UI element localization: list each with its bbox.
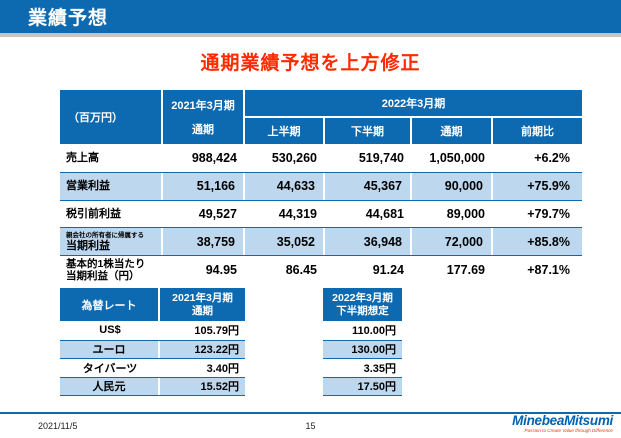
footer-date: 2021/11/5 <box>38 421 78 431</box>
subheader-yoy: 前期比 <box>493 118 582 144</box>
fx-row-rmb-2022: 17.50円 <box>323 376 402 395</box>
value-h2: 45,367 <box>325 172 412 200</box>
currency-label: US$ <box>99 324 121 337</box>
rate-fy2021: 15.52円 <box>200 381 239 394</box>
value-h1: 530,260 <box>271 150 317 165</box>
footer-divider <box>0 412 621 414</box>
table-row-net-sales: 売上高 988,424 530,260 519,740 1,050,000 +6… <box>60 144 582 172</box>
subheader-first-half: 上半期 <box>245 118 325 144</box>
rate-fy2021: 105.79円 <box>194 325 239 338</box>
rate-fy2021: 123.22円 <box>194 344 239 357</box>
value-yoy: +6.2% <box>534 150 570 165</box>
fx-row-usd: US$ 105.79円 <box>60 321 245 340</box>
fx-row-rmb: 人民元 15.52円 <box>60 376 245 395</box>
subheader-full-year: 通期 <box>412 118 493 144</box>
currency-label: タイバーツ <box>82 362 138 375</box>
value-h2: 44,681 <box>365 206 404 221</box>
value-h2: 91.24 <box>372 262 404 277</box>
fx-assumption-column: 2022年3月期 下半期想定 110.00円 130.00円 3.35円 17.… <box>323 288 402 396</box>
value-full-year: 1,050,000 <box>429 150 485 165</box>
row-label: 税引前利益 <box>66 207 121 220</box>
fy2022-group-header: 2022年3月期 <box>245 90 582 118</box>
currency-label: 人民元 <box>60 377 160 395</box>
value-full-year: 177.69 <box>446 262 485 277</box>
fx-table-header: 為替レート 2021年3月期 通期 <box>60 288 245 321</box>
title-divider <box>0 33 621 37</box>
fx-table-body: US$ 105.79円 ユーロ 123.22円 タイバーツ 3.40円 人民元 … <box>60 321 245 396</box>
table-row-operating-income: 営業利益 51,166 44,633 45,367 90,000 +75.9% <box>60 171 582 200</box>
fy2021-label: 2021年3月期 <box>171 100 235 113</box>
value-h1: 35,052 <box>245 228 325 256</box>
fx-row-euro-2022: 130.00円 <box>323 339 402 358</box>
forecast-table-header: （百万円） 2021年3月期 通期 2022年3月期 上半期 下半期 通期 前期… <box>60 90 582 144</box>
value-fy2021: 49,527 <box>198 206 237 221</box>
value-fy2021: 988,424 <box>191 150 237 165</box>
logo-tagline: Passion to Create Value through Differen… <box>524 428 613 433</box>
value-full-year: 90,000 <box>412 172 493 200</box>
fx-header-label: 為替レート <box>60 288 160 321</box>
fx-row-thai-baht-2022: 3.35円 <box>323 358 402 377</box>
value-fy2021: 51,166 <box>163 172 245 200</box>
row-label: 親会社の所有者に帰属する 当期利益 <box>60 228 163 256</box>
table-row-net-income: 親会社の所有者に帰属する 当期利益 38,759 35,052 36,948 7… <box>60 227 582 256</box>
fx-rate-table: 為替レート 2021年3月期 通期 US$ 105.79円 ユーロ 123.22… <box>60 288 245 396</box>
value-h2: 36,948 <box>325 228 412 256</box>
value-h1: 44,319 <box>278 206 317 221</box>
value-full-year: 89,000 <box>446 206 485 221</box>
fy2021-header-cell: 2021年3月期 通期 <box>163 90 245 144</box>
value-fy2021: 94.95 <box>205 262 237 277</box>
value-fy2021: 38,759 <box>163 228 245 256</box>
subheader-second-half: 下半期 <box>325 118 412 144</box>
value-h1: 44,633 <box>245 172 325 200</box>
row-label: 営業利益 <box>60 172 163 200</box>
unit-label-cell: （百万円） <box>60 90 163 144</box>
table-row-eps: 基本的1株当たり 当期利益（円） 94.95 86.45 91.24 177.6… <box>60 255 582 283</box>
rate-fy2021: 3.40円 <box>206 362 239 375</box>
rate-fy2022: 130.00円 <box>351 344 396 357</box>
row-label: 基本的1株当たり 当期利益（円） <box>66 257 146 282</box>
value-yoy: +79.7% <box>527 206 570 221</box>
currency-label: ユーロ <box>60 340 160 358</box>
page-number: 15 <box>305 421 316 431</box>
value-h2: 519,740 <box>358 150 404 165</box>
fx-assumption-body: 110.00円 130.00円 3.35円 17.50円 <box>323 321 402 396</box>
rate-fy2022: 110.00円 <box>351 325 396 338</box>
value-yoy: +87.1% <box>527 262 570 277</box>
logo-wordmark: MinebeaMitsumi <box>512 413 613 428</box>
fx-fy2022-header: 2022年3月期 下半期想定 <box>323 288 402 321</box>
value-full-year: 72,000 <box>412 228 493 256</box>
value-yoy: +85.8% <box>527 234 570 249</box>
forecast-table-body: 売上高 988,424 530,260 519,740 1,050,000 +6… <box>60 144 582 283</box>
row-label: 売上高 <box>66 151 99 164</box>
fy2021-period-label: 通期 <box>192 123 214 136</box>
rate-fy2022: 3.35円 <box>363 362 396 375</box>
value-yoy: +75.9% <box>527 179 570 194</box>
forecast-table: （百万円） 2021年3月期 通期 2022年3月期 上半期 下半期 通期 前期… <box>60 90 582 283</box>
table-row-pretax-income: 税引前利益 49,527 44,319 44,681 89,000 +79.7% <box>60 199 582 228</box>
rate-fy2022: 17.50円 <box>357 381 396 394</box>
fx-row-usd-2022: 110.00円 <box>323 321 402 340</box>
fx-row-thai-baht: タイバーツ 3.40円 <box>60 358 245 377</box>
page-title: 業績予想 <box>28 8 109 29</box>
slide-subtitle: 通期業績予想を上方修正 <box>200 53 421 74</box>
value-h1: 86.45 <box>285 262 317 277</box>
minebeamitsumi-logo: MinebeaMitsumi Passion to Create Value t… <box>512 414 613 434</box>
fx-row-euro: ユーロ 123.22円 <box>60 339 245 358</box>
fx-fy2021-header: 2021年3月期 通期 <box>160 288 245 321</box>
title-bar: 業績予想 <box>0 0 621 33</box>
